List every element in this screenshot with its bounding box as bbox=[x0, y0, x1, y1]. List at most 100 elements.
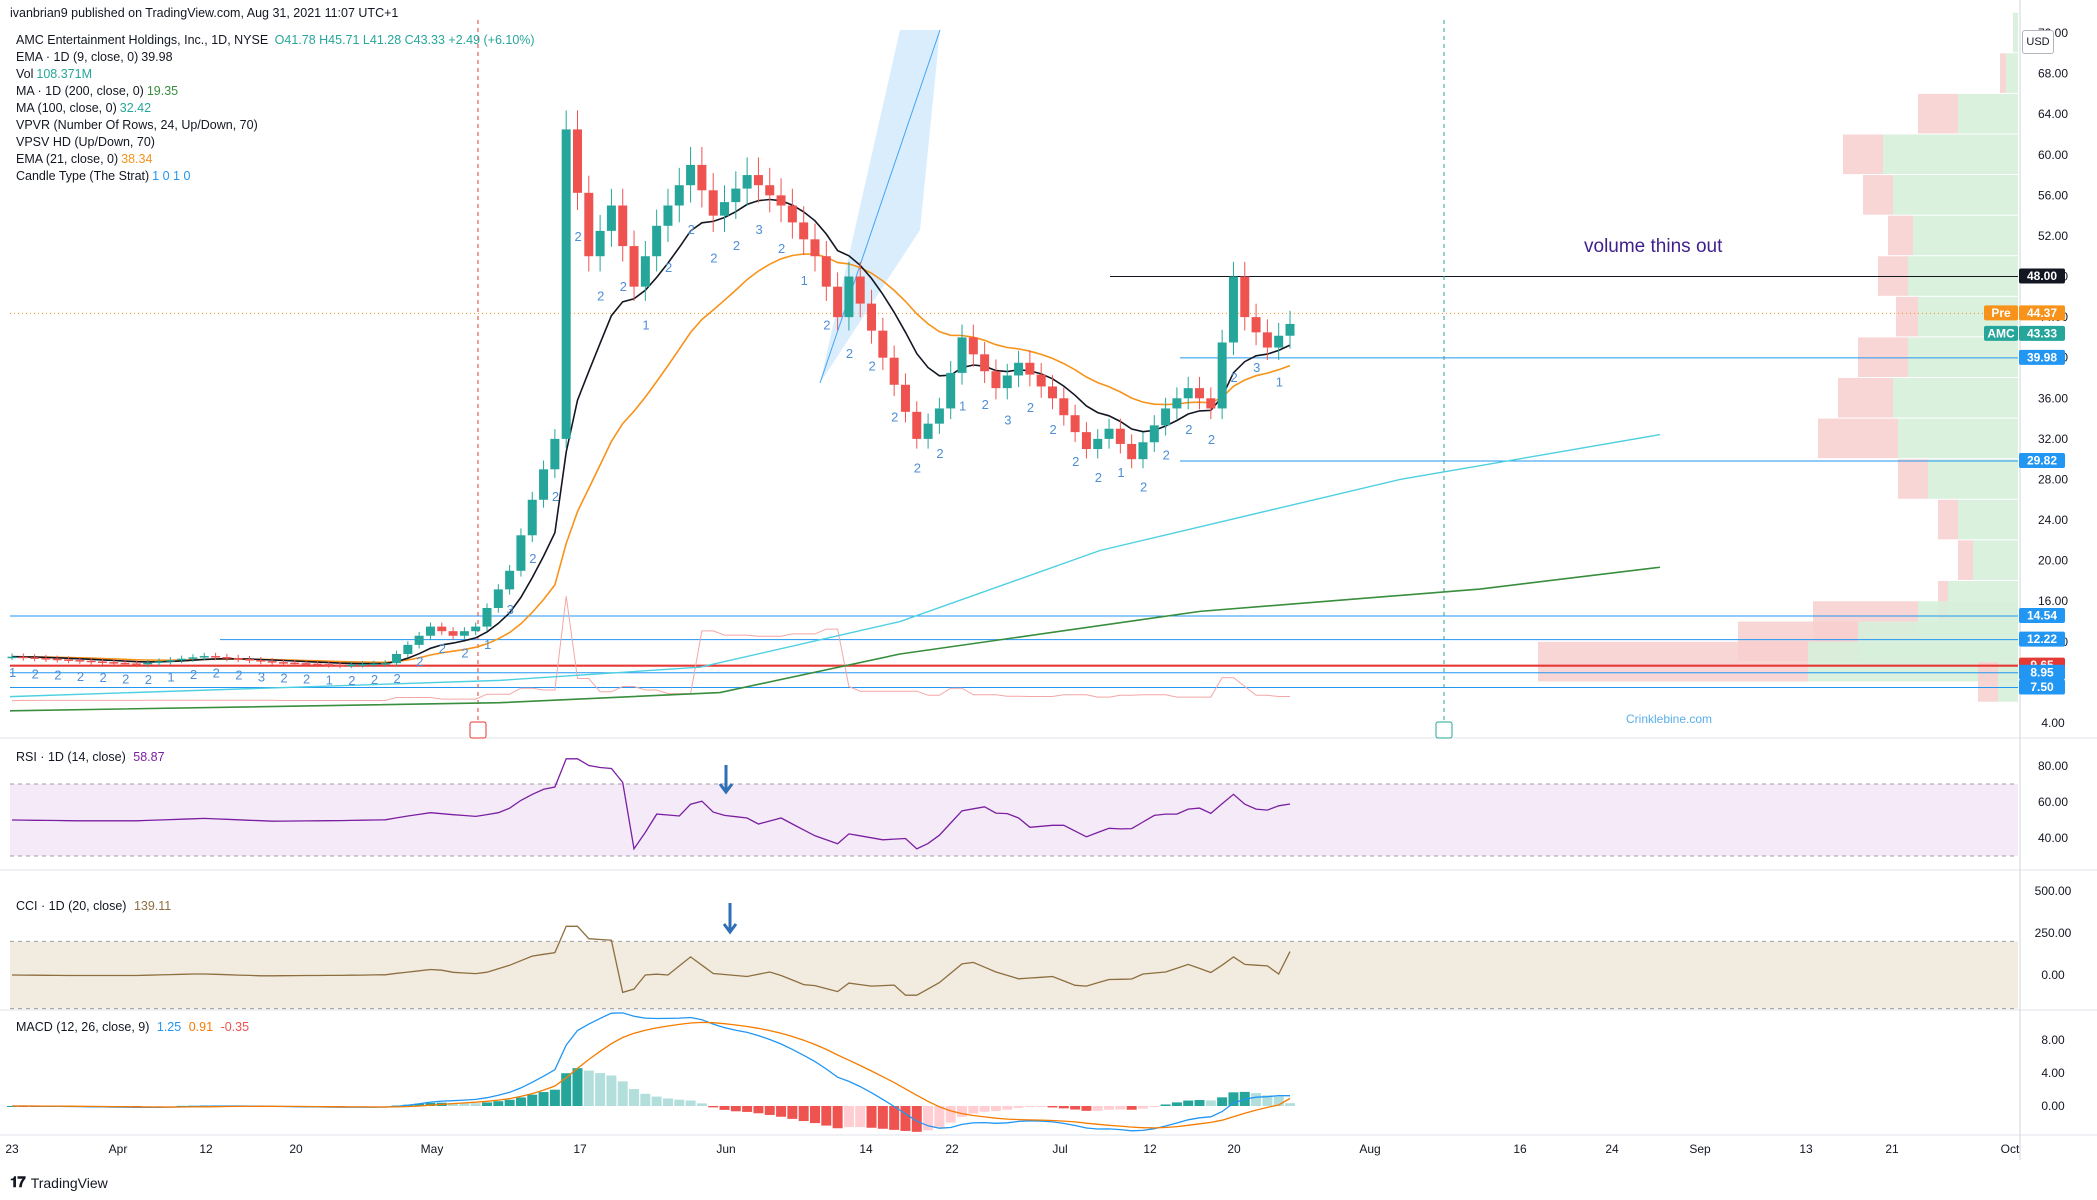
macd-histogram-bar bbox=[877, 1106, 888, 1129]
cci-legend[interactable]: CCI · 1D (20, close) 139.11 bbox=[16, 899, 171, 913]
macd-histogram-bar bbox=[414, 1103, 425, 1106]
candle-body bbox=[482, 608, 492, 627]
strat-label: 2 bbox=[235, 667, 242, 682]
macd-histogram-bar bbox=[968, 1106, 979, 1114]
candle-body bbox=[1285, 323, 1295, 336]
macd-histogram-bar bbox=[1262, 1095, 1273, 1106]
indicator-legend-row[interactable]: VPVR (Number Of Rows, 24, Up/Down, 70) bbox=[16, 117, 261, 134]
x-tick-label: Aug bbox=[1359, 1142, 1380, 1156]
price-labels: 48.00 Pre 44.37 AMC 43.33 39.98 29.82 14.54 12.2… bbox=[1984, 268, 2065, 695]
candle-body bbox=[75, 660, 85, 662]
candle-body bbox=[878, 330, 888, 358]
strat-label: 2 bbox=[303, 672, 310, 687]
candle-body bbox=[459, 631, 469, 636]
candle-body bbox=[177, 658, 187, 661]
strat-label: 2 bbox=[688, 222, 695, 237]
earnings-marker-icon bbox=[469, 721, 487, 739]
macd-label: MACD (12, 26, close, 9) bbox=[16, 1020, 150, 1034]
macd-histogram-bar bbox=[753, 1106, 764, 1114]
indicator-legend-row[interactable]: MA · 1D (200, close, 0) 19.35 bbox=[16, 83, 178, 100]
x-tick-label: 14 bbox=[859, 1142, 873, 1156]
candle-body bbox=[980, 354, 990, 372]
macd-histogram-bar bbox=[572, 1068, 583, 1106]
macd-histogram-bar bbox=[843, 1106, 854, 1128]
candle-body bbox=[539, 469, 549, 500]
candle-body bbox=[222, 657, 232, 659]
candle-body bbox=[1115, 428, 1125, 444]
candle-body bbox=[1081, 432, 1091, 450]
indicator-legend-row[interactable]: MA (100, close, 0) 32.42 bbox=[16, 100, 151, 117]
candle-body bbox=[1138, 442, 1148, 460]
candle-body bbox=[52, 658, 62, 661]
price-label bbox=[2019, 608, 2065, 624]
strat-label: 2 bbox=[416, 654, 423, 669]
volume-profile-up-bar bbox=[1973, 540, 2018, 580]
candle-body bbox=[1183, 388, 1193, 399]
cci-tick-label: 250.00 bbox=[2035, 926, 2072, 940]
volume-profile-up-bar bbox=[1893, 378, 2018, 418]
strat-label: 2 bbox=[665, 260, 672, 275]
currency-button[interactable]: USD bbox=[2022, 30, 2054, 54]
macd-legend[interactable]: MACD (12, 26, close, 9) 1.25 0.91 -0.35 bbox=[16, 1020, 249, 1034]
x-tick-label: 12 bbox=[199, 1142, 213, 1156]
candle-body bbox=[663, 205, 673, 226]
candle-body bbox=[946, 372, 956, 409]
macd-histogram-bar bbox=[583, 1070, 594, 1106]
macd-histogram-bar bbox=[674, 1099, 685, 1106]
volume-profile-up-bar bbox=[1958, 93, 2018, 134]
ma200-line bbox=[9, 566, 1661, 712]
ema21-line bbox=[11, 253, 1291, 664]
x-tick-label: Sep bbox=[1689, 1142, 1711, 1156]
strat-label: 2 bbox=[1185, 422, 1192, 437]
candle-body bbox=[30, 657, 40, 659]
strat-labels: 1 2 2 2 2 2 2 1 2 2 2 3 2 2 1 2 2 222 21322222122223212222… bbox=[9, 222, 1283, 688]
ohlc-values: O41.78 H45.71 L41.28 C43.33 +2.49 (+6.10… bbox=[274, 33, 535, 47]
price-label bbox=[2019, 664, 2065, 680]
price-label-text: 12.22 bbox=[2027, 632, 2057, 646]
symbol-title[interactable]: AMC Entertainment Holdings, Inc., 1D, NY… bbox=[16, 33, 269, 47]
volume-profile-down-bar bbox=[1538, 641, 1808, 682]
signal-value: 0.91 bbox=[188, 1020, 214, 1034]
macd-histogram-bar bbox=[662, 1098, 673, 1106]
volume-profile-up-bar bbox=[1908, 337, 2018, 377]
macd-histogram-bar bbox=[821, 1106, 832, 1126]
strat-label: 2 bbox=[280, 671, 287, 686]
candle-body bbox=[686, 164, 696, 186]
macd-histogram-bar bbox=[482, 1102, 493, 1106]
y-tick-label: 24.00 bbox=[2038, 513, 2068, 527]
candle-body bbox=[154, 661, 164, 663]
x-tick-label: 20 bbox=[1227, 1142, 1241, 1156]
indicator-legend-row[interactable]: EMA (21, close, 0) 38.34 bbox=[16, 151, 152, 168]
strat-label: 2 bbox=[190, 667, 197, 682]
cci-label: CCI · 1D (20, close) bbox=[16, 899, 127, 913]
candle-body bbox=[561, 129, 571, 439]
price-label-text: 43.33 bbox=[2027, 326, 2057, 340]
candle-body bbox=[584, 192, 594, 257]
macd-histogram-bar bbox=[1228, 1092, 1239, 1106]
candle-body bbox=[1172, 398, 1182, 409]
indicator-legend-row[interactable]: EMA · 1D (9, close, 0) 39.98 bbox=[16, 49, 173, 66]
ema9-line bbox=[11, 198, 1291, 665]
candle-body bbox=[505, 570, 515, 590]
macd-histogram-bar bbox=[493, 1101, 504, 1106]
indicator-legend-row[interactable]: VPSV HD (Up/Down, 70) bbox=[16, 134, 158, 151]
macd-histogram-bar bbox=[809, 1106, 820, 1124]
y-tick-label: 28.00 bbox=[2038, 472, 2068, 486]
strat-label: 2 bbox=[597, 289, 604, 304]
candle-body bbox=[753, 175, 763, 186]
x-tick-label: 21 bbox=[1885, 1142, 1899, 1156]
candle-body bbox=[256, 660, 266, 662]
indicator-legend-row[interactable]: Vol 108.371M bbox=[16, 66, 92, 83]
candle-body bbox=[425, 626, 435, 636]
y-tick-label: 16.00 bbox=[2038, 594, 2068, 608]
candle-body bbox=[1070, 415, 1080, 433]
indicator-legend-row[interactable]: Candle Type (The Strat) 1 0 1 0 bbox=[16, 168, 190, 185]
tradingview-logo[interactable]: 𝟏𝟕 TradingView bbox=[10, 1174, 108, 1191]
macd-histogram-bar bbox=[448, 1103, 459, 1106]
rsi-legend[interactable]: RSI · 1D (14, close) 58.87 bbox=[16, 750, 165, 764]
candle-body bbox=[867, 303, 877, 331]
volume-profile-down-bar bbox=[1958, 540, 1973, 580]
indicator-name: Candle Type (The Strat) bbox=[16, 169, 150, 183]
indicator-value: 32.42 bbox=[119, 101, 152, 115]
